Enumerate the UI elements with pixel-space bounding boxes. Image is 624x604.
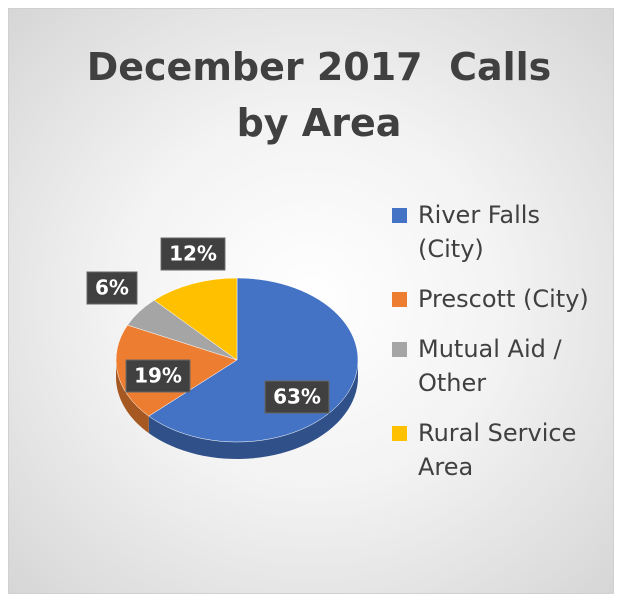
legend-item: Prescott (City) xyxy=(392,282,607,316)
legend: River Falls (City) Prescott (City) Mutual … xyxy=(392,198,607,500)
data-label-box xyxy=(160,237,226,271)
legend-swatch xyxy=(392,426,407,441)
data-label: 12% xyxy=(160,237,226,271)
legend-item: Rural Service Area xyxy=(392,416,607,484)
data-label-text: 63% xyxy=(273,385,321,409)
legend-item: Mutual Aid / Other xyxy=(392,332,607,400)
legend-swatch xyxy=(392,208,407,223)
legend-swatch xyxy=(392,342,407,357)
data-label: 63% xyxy=(264,380,330,414)
data-label-text: 6% xyxy=(95,276,129,300)
legend-label: Mutual Aid / Other xyxy=(418,335,562,397)
pie-slice xyxy=(153,277,238,361)
legend-label: River Falls (City) xyxy=(418,201,540,263)
data-label-box xyxy=(264,380,330,414)
legend-item: River Falls (City) xyxy=(392,198,607,266)
data-label-text: 12% xyxy=(169,242,217,266)
data-label: 19% xyxy=(125,359,191,393)
legend-label: Prescott (City) xyxy=(418,285,589,313)
slice-top xyxy=(153,277,238,361)
data-label-box xyxy=(125,359,191,393)
slice-side xyxy=(148,360,358,459)
data-label-text: 19% xyxy=(134,364,182,388)
data-label: 6% xyxy=(86,271,138,305)
data-label-box xyxy=(86,271,138,305)
legend-label: Rural Service Area xyxy=(418,419,577,481)
chart-title: December 2017 Calls by Area xyxy=(86,45,565,145)
slice-side xyxy=(116,360,149,434)
legend-swatch xyxy=(392,292,407,307)
